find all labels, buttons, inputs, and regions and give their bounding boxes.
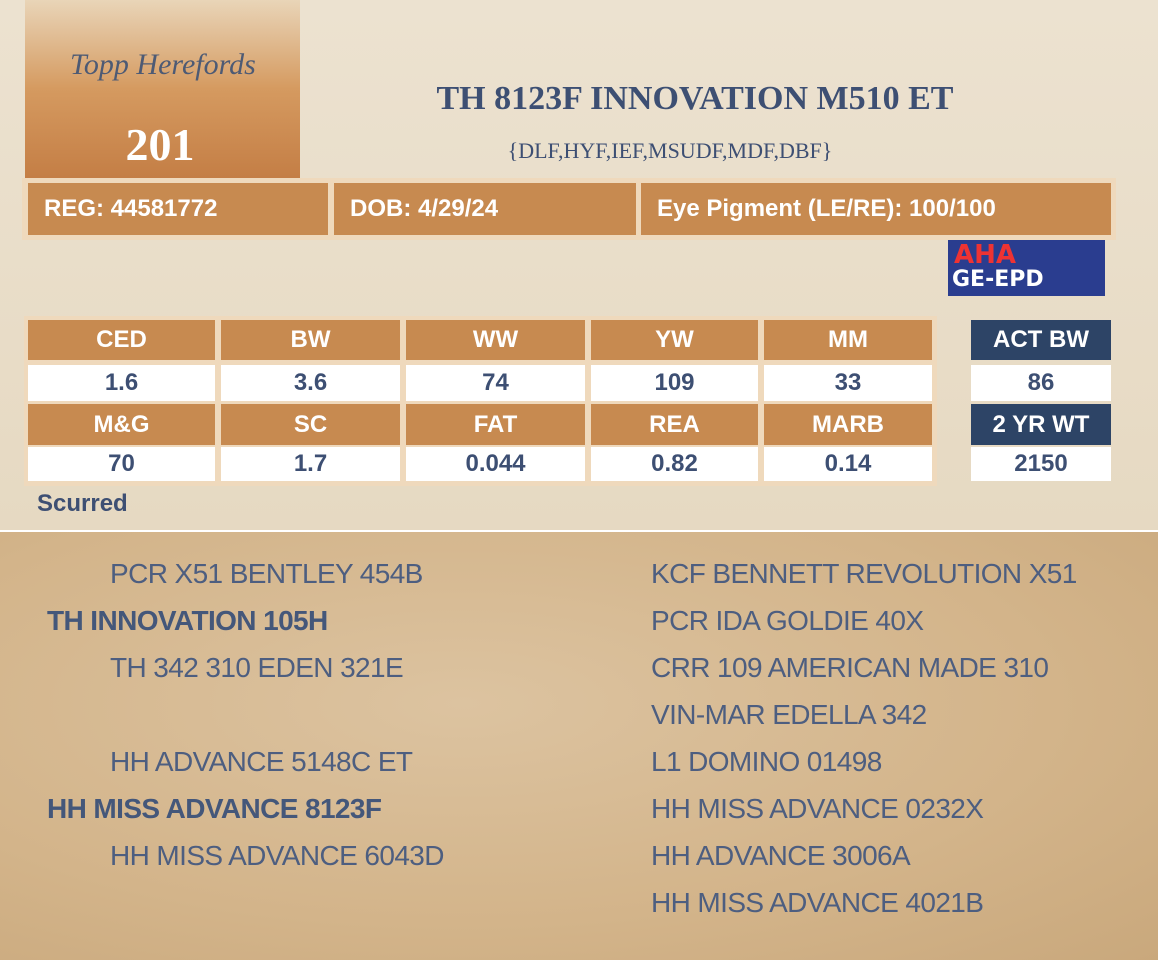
pedigree-ancestor: CRR 109 AMERICAN MADE 310	[651, 652, 1049, 683]
epd-header: SC	[221, 404, 400, 445]
epd-header: YW	[591, 320, 758, 360]
epd-value: 0.82	[591, 447, 758, 481]
info-cell: DOB: 4/29/24	[334, 183, 636, 235]
info-cell: REG: 44581772	[28, 183, 328, 235]
epd-header: BW	[221, 320, 400, 360]
epd-header: M&G	[28, 404, 215, 445]
epd-header: WW	[406, 320, 585, 360]
lot-number: 201	[125, 119, 195, 170]
epd-header: CED	[28, 320, 215, 360]
epd-value: 1.7	[221, 447, 400, 481]
horn-status: Scurred	[37, 490, 128, 517]
logo-box: Topp Herefords 201	[25, 0, 300, 178]
epd-header: MARB	[764, 404, 932, 445]
badge: AHA GE-EPD	[948, 240, 1105, 296]
extra-header: ACT BW	[971, 320, 1111, 360]
pedigree-ancestor: KCF BENNETT REVOLUTION X51	[651, 558, 1077, 589]
epd-header: MM	[764, 320, 932, 360]
pedigree-panel	[0, 530, 1158, 960]
epd-value: 33	[764, 365, 932, 401]
epd-value: 1.6	[28, 365, 215, 401]
pedigree-ancestor: HH MISS ADVANCE 4021B	[651, 887, 984, 918]
animal-name: TH 8123F INNOVATION M510 ET	[436, 80, 954, 117]
pedigree-ancestor: PCR IDA GOLDIE 40X	[651, 605, 924, 636]
epd-value: 74	[406, 365, 585, 401]
logo: Topp Herefords	[70, 48, 256, 81]
pedigree-parent: HH MISS ADVANCE 8123F	[47, 793, 382, 824]
epd-header: FAT	[406, 404, 585, 445]
epd-header: REA	[591, 404, 758, 445]
pedigree-dam: HH MISS ADVANCE 6043D	[110, 840, 444, 871]
pedigree-ancestor: HH ADVANCE 3006A	[651, 840, 911, 871]
epd-value: 109	[591, 365, 758, 401]
extra-header: 2 YR WT	[971, 404, 1111, 445]
pedigree-parent: TH INNOVATION 105H	[47, 605, 328, 636]
extra-value: 2150	[971, 447, 1111, 481]
pedigree-ancestor: L1 DOMINO 01498	[651, 746, 882, 777]
epd-value: 0.044	[406, 447, 585, 481]
pedigree-sire: PCR X51 BENTLEY 454B	[110, 558, 423, 589]
pedigree-ancestor: HH MISS ADVANCE 0232X	[651, 793, 984, 824]
info-cell: Eye Pigment (LE/RE): 100/100	[641, 183, 1111, 235]
extra-value: 86	[971, 365, 1111, 401]
epd-value: 70	[28, 447, 215, 481]
epd-value: 3.6	[221, 365, 400, 401]
badge-text: GE-EPD	[952, 267, 1044, 292]
epd-value: 0.14	[764, 447, 932, 481]
genetic-status: {DLF,HYF,IEF,MSUDF,MDF,DBF}	[507, 138, 833, 163]
pedigree-ancestor: VIN-MAR EDELLA 342	[651, 699, 927, 730]
pedigree-dam: TH 342 310 EDEN 321E	[110, 652, 404, 683]
badge-text: AHA	[954, 240, 1017, 270]
pedigree-sire: HH ADVANCE 5148C ET	[110, 746, 413, 777]
